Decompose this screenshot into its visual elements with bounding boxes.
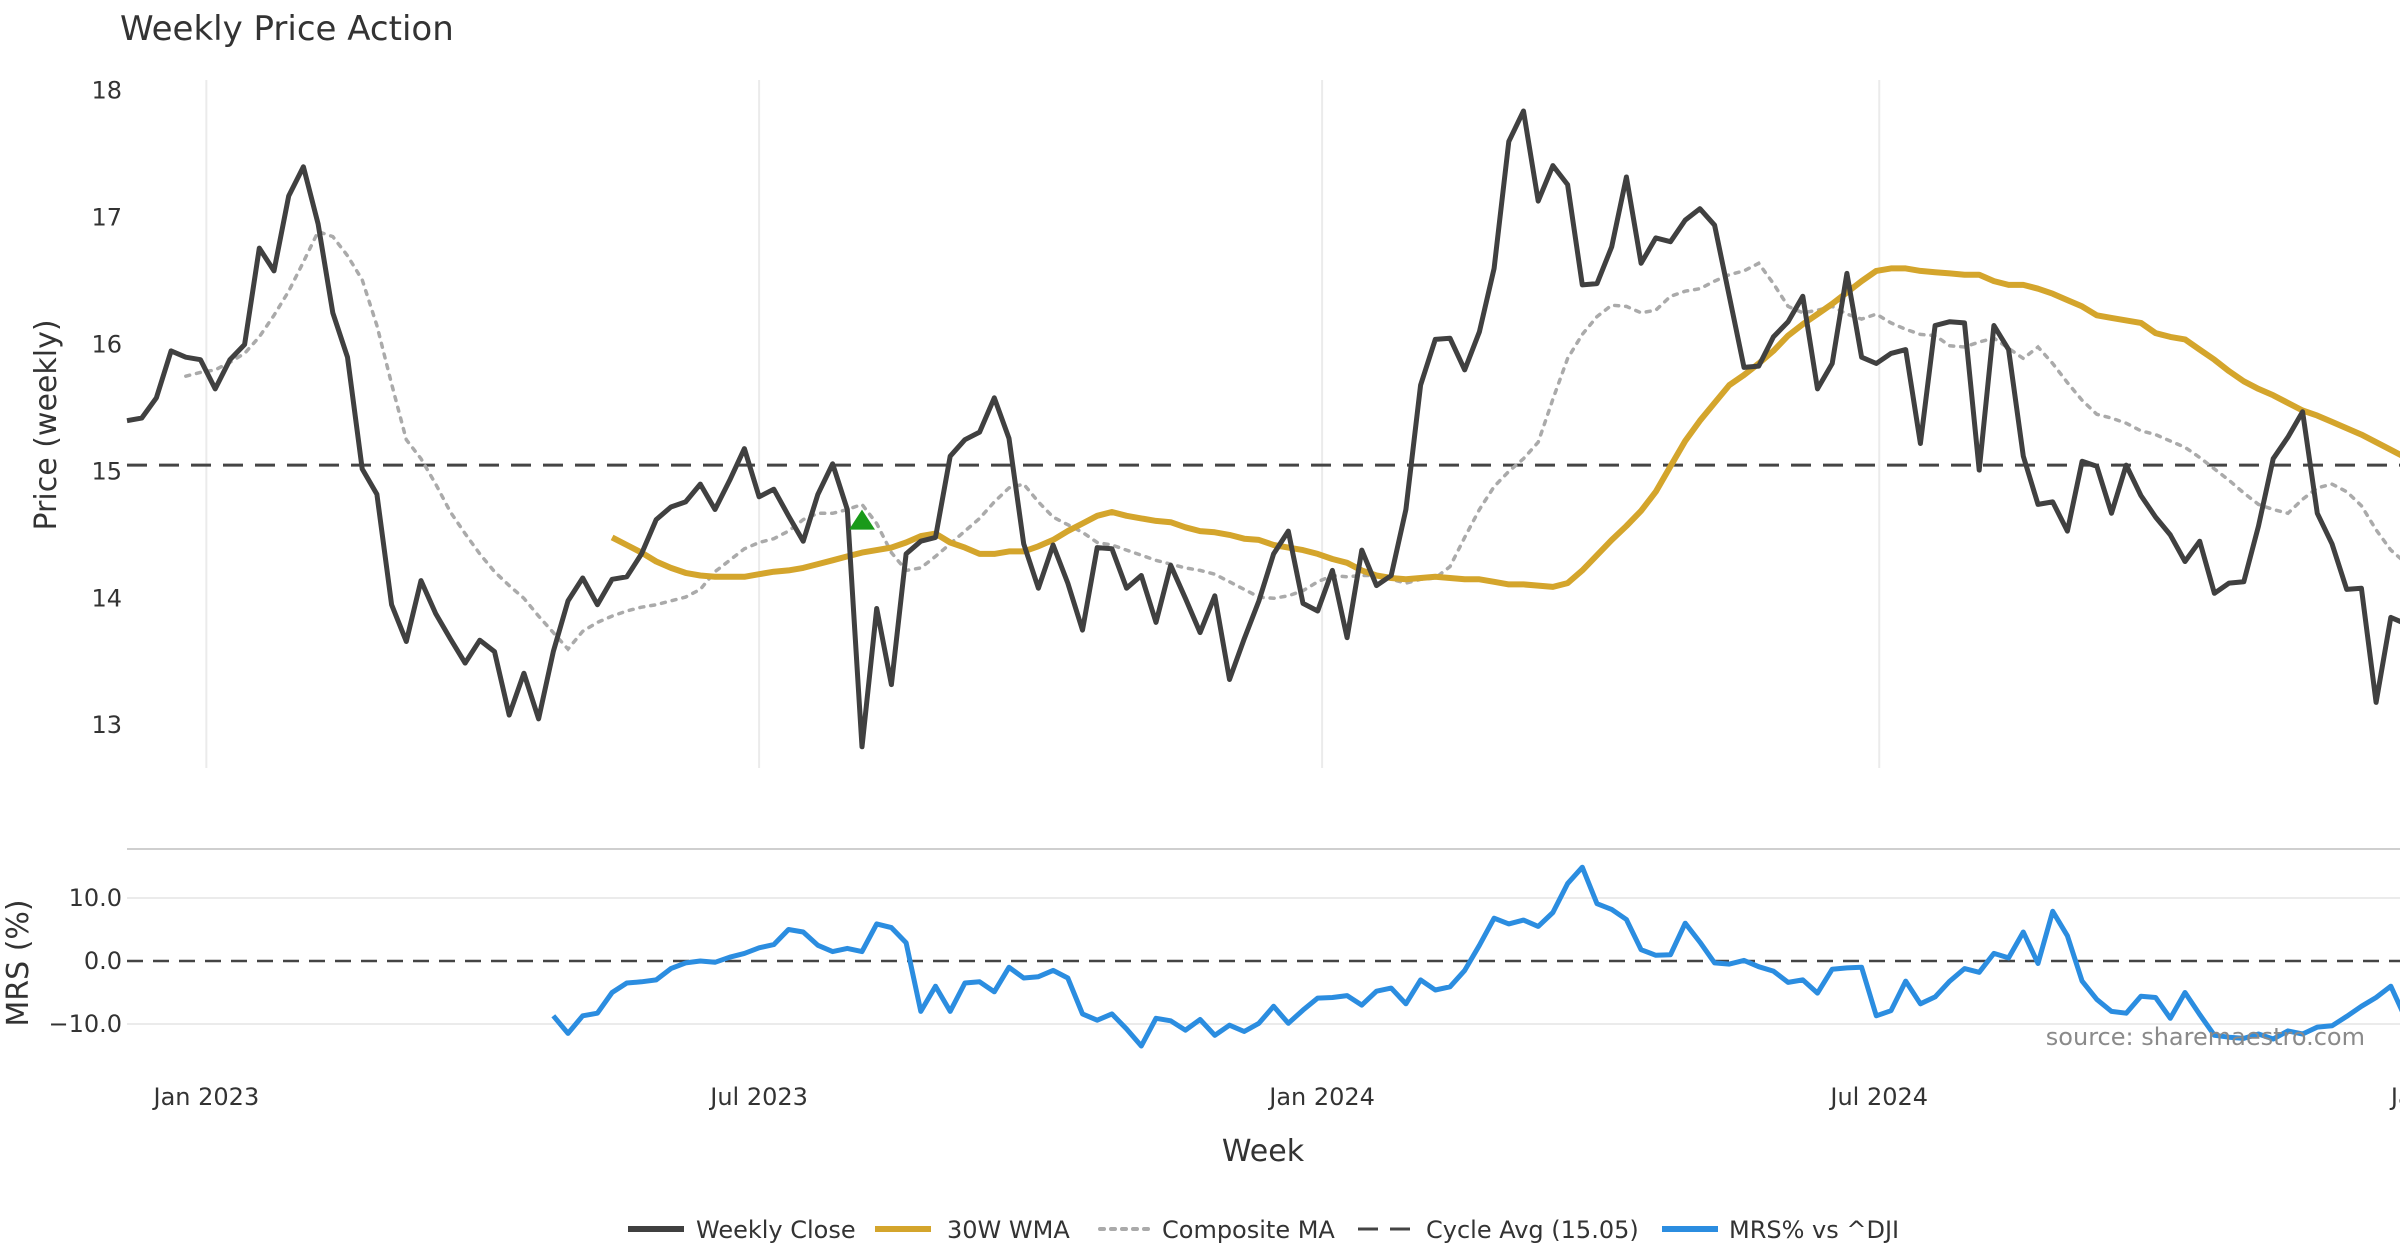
mrs-gridlines: [127, 897, 2400, 1025]
legend: Weekly Close 30W WMA Composite MA Cycle …: [628, 1216, 1899, 1244]
legend-label-composite: Composite MA: [1162, 1216, 1335, 1244]
mrs-y-tick-label: 10.0: [69, 884, 122, 912]
legend-label-wma: 30W WMA: [947, 1216, 1070, 1244]
source-note: source: sharemaestro.com: [2046, 1023, 2365, 1051]
weekly-close-line: [126, 108, 2400, 750]
chart-title: Weekly Price Action: [120, 9, 454, 49]
legend-label-mrs: MRS% vs ^DJI: [1729, 1216, 1899, 1244]
mrs-y-tick-label: 0.0: [84, 947, 122, 975]
x-tick-label: Jan 2023: [152, 1083, 260, 1111]
x-tick-label: Jul 2023: [708, 1083, 808, 1111]
x-tick-label: Jan 2025: [2389, 1083, 2400, 1111]
x-axis-label: Week: [1222, 1134, 1305, 1169]
wma-30w-line: [610, 265, 2400, 590]
price-y-ticks: 13 14 15 16 17 18: [91, 77, 122, 740]
mrs-y-tick-label: −10.0: [48, 1010, 122, 1038]
price-y-label: Price (weekly): [29, 319, 64, 530]
x-ticks: Jan 2023 Jul 2023 Jan 2024 Jul 2024 Jan 2025…: [152, 1083, 2400, 1111]
mrs-y-label: MRS (%): [1, 899, 36, 1026]
legend-label-cycle: Cycle Avg (15.05): [1426, 1216, 1639, 1244]
price-y-tick-label: 16: [91, 331, 122, 359]
price-gridlines: [205, 80, 1881, 768]
x-tick-label: Jul 2024: [1828, 1083, 1928, 1111]
mrs-line: [551, 864, 2400, 1049]
x-tick-label: Jan 2024: [1267, 1083, 1375, 1111]
price-y-tick-label: 17: [91, 204, 122, 232]
price-y-tick-label: 13: [91, 711, 122, 739]
legend-label-close: Weekly Close: [696, 1216, 856, 1244]
price-y-tick-label: 18: [91, 77, 122, 105]
price-y-tick-label: 14: [91, 584, 122, 612]
composite-ma-line: [184, 229, 2400, 652]
mrs-y-ticks: 10.0 0.0 −10.0: [48, 884, 122, 1038]
price-y-tick-label: 15: [91, 457, 122, 485]
buy-signal-marker: [849, 509, 875, 530]
